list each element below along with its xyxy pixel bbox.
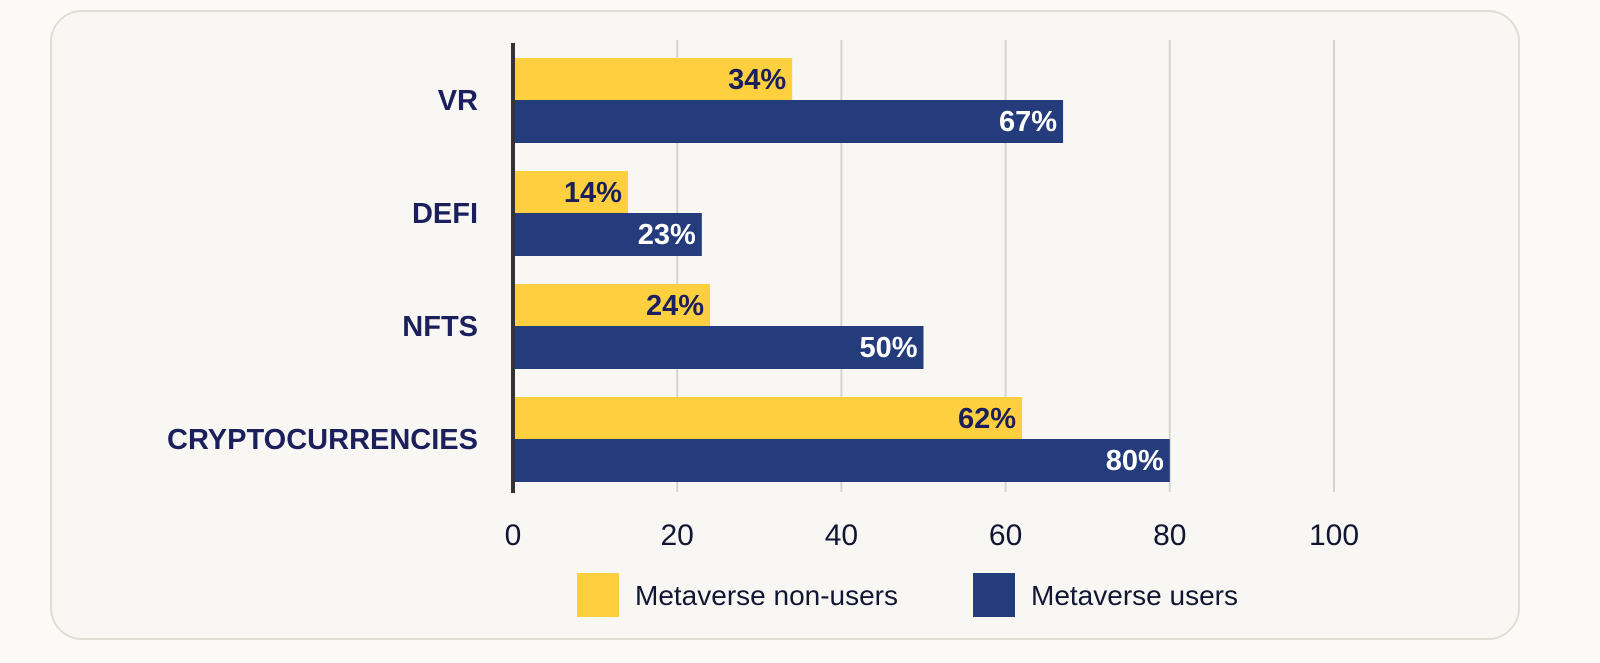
data-label: 24%	[646, 290, 704, 322]
data-label: 34%	[728, 64, 786, 96]
data-label: 14%	[564, 177, 622, 209]
bar	[513, 100, 1064, 143]
bar	[513, 213, 702, 256]
data-label: 62%	[958, 403, 1016, 435]
x-tick-label: 60	[989, 519, 1022, 552]
legend-swatch	[577, 573, 619, 617]
x-tick-label: 0	[505, 519, 522, 552]
bar	[513, 58, 793, 100]
legend-swatch	[973, 573, 1015, 617]
data-label: 80%	[1106, 445, 1164, 477]
bar	[513, 171, 628, 213]
x-tick-label: 40	[825, 519, 858, 552]
bar	[513, 397, 1023, 439]
category-label: VR	[438, 85, 478, 117]
x-tick-label: 20	[661, 519, 694, 552]
category-label: NFTS	[402, 311, 478, 343]
data-label: 67%	[999, 106, 1057, 138]
bar	[513, 284, 711, 326]
legend-label: Metaverse users	[1031, 580, 1238, 611]
legend-label: Metaverse non-users	[635, 580, 898, 611]
category-label: CRYPTOCURRENCIES	[167, 424, 478, 456]
data-label: 50%	[859, 332, 917, 364]
bar	[513, 439, 1170, 482]
category-label: DEFI	[412, 198, 478, 230]
x-tick-label: 80	[1153, 519, 1186, 552]
x-tick-label: 100	[1309, 519, 1359, 552]
data-label: 23%	[638, 219, 696, 251]
bar	[513, 326, 924, 369]
